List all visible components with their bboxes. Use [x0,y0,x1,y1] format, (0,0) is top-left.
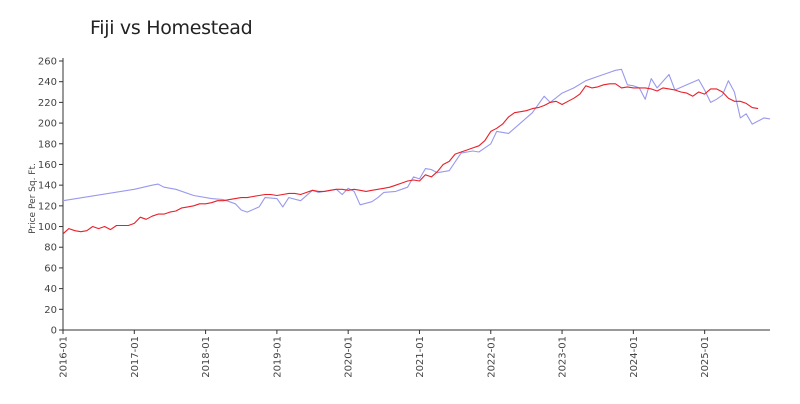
y-tick-label: 260 [38,57,57,68]
x-tick-label: 2016-01 [59,336,70,378]
x-tick-label: 2020-01 [344,336,355,378]
y-tick-label: 60 [44,263,57,274]
y-tick-label: 80 [44,243,57,254]
y-tick-label: 240 [38,77,57,88]
y-tick-label: 40 [44,284,57,295]
y-axis-label: Price Per Sq. Ft. [28,163,38,234]
y-tick-label: 140 [38,181,57,192]
y-tick-label: 100 [38,222,57,233]
series-line-2 [62,83,759,235]
x-tick-label: 2022-01 [486,336,497,378]
y-tick-label: 0 [51,326,57,337]
y-tick-label: 120 [38,201,57,212]
axes: 0 20 40 60 80 100 120 140 160 180 200 220 240 260 Pric… [28,57,770,378]
x-tick-label: 2018-01 [201,336,212,378]
x-tick-label: 2017-01 [130,336,141,378]
series-line-1 [62,68,771,213]
chart-title: Fiji vs Homestead [90,17,253,39]
x-tick-label: 2024-01 [629,336,640,378]
x-tick-label: 2019-01 [272,336,283,378]
x-tick-label: 2021-01 [415,336,426,378]
y-tick-label: 160 [38,160,57,171]
y-tick-label: 180 [38,139,57,150]
y-tick-label: 220 [38,98,57,109]
x-tick-label: 2023-01 [558,336,569,378]
x-tick-label: 2025-01 [700,336,711,378]
y-tick-label: 200 [38,119,57,130]
y-tick-label: 20 [44,305,57,316]
series-layer [62,68,771,235]
